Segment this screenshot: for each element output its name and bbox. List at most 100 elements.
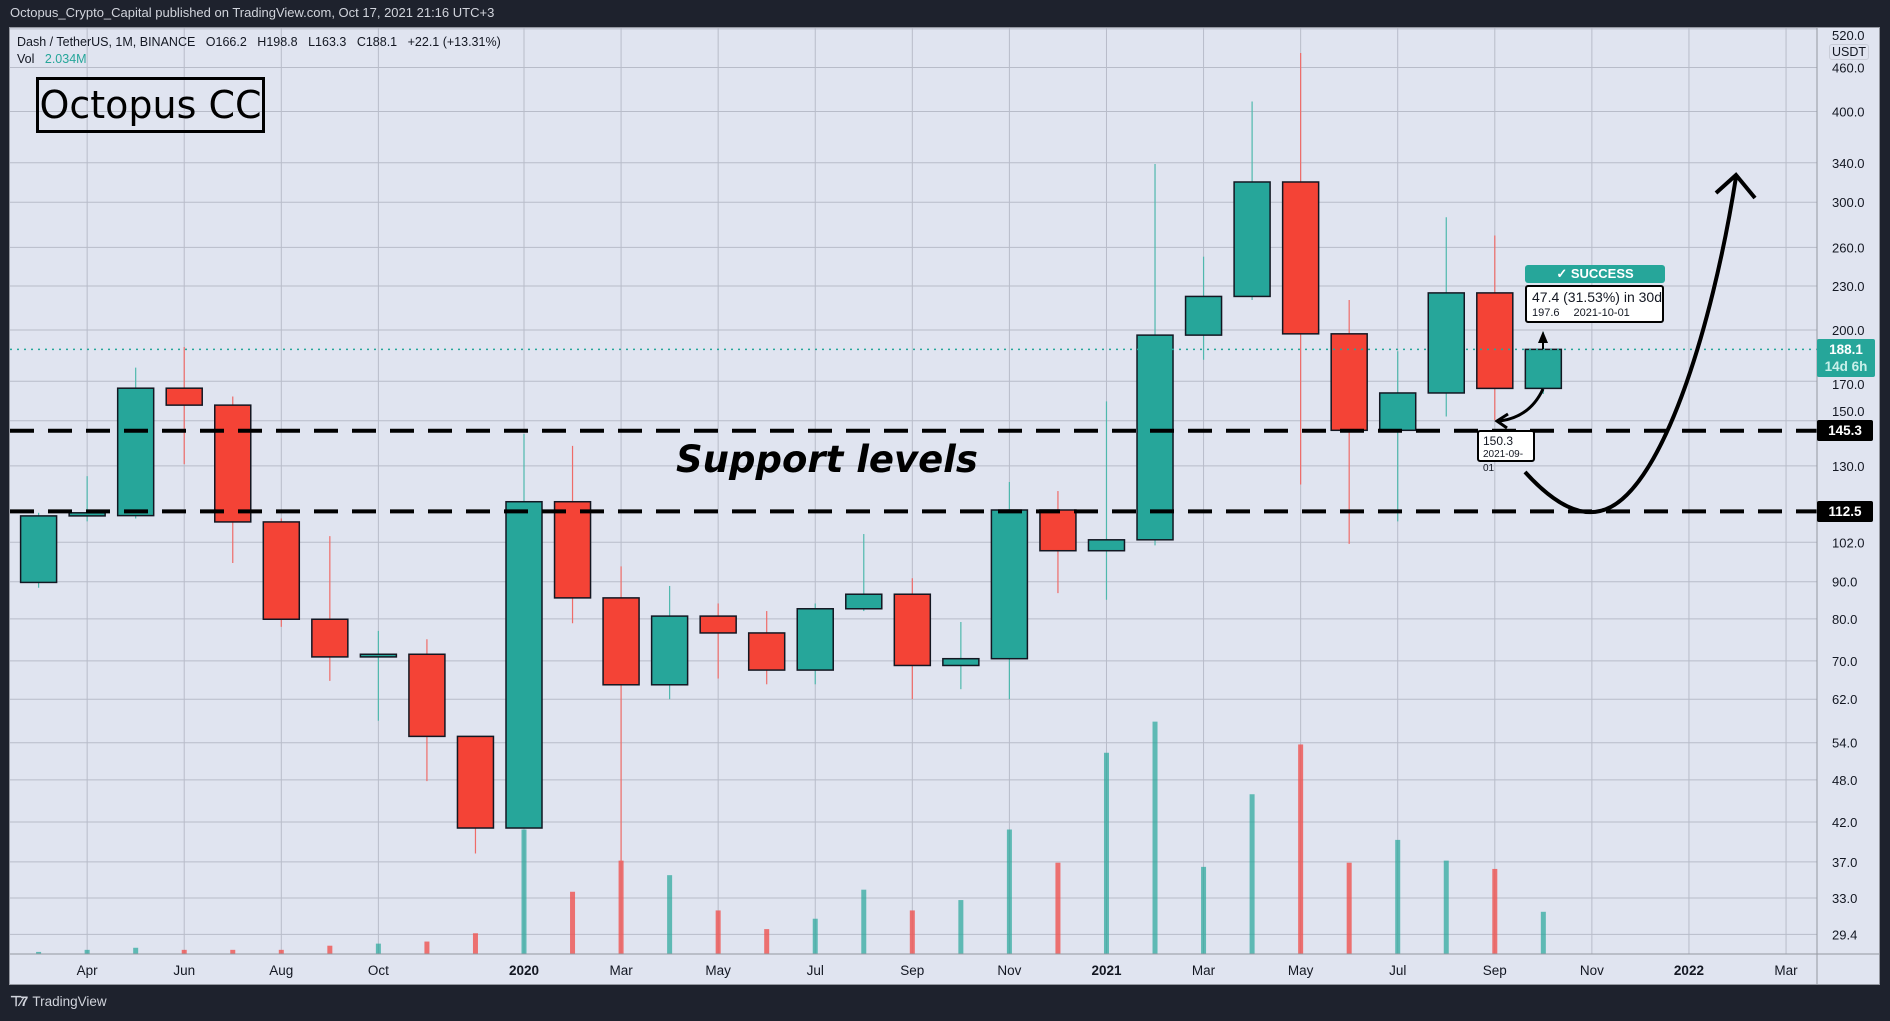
price-axis: 520.0 460.0 400.0 340.0 300.0 260.0 230.0 200.0…	[1816, 28, 1865, 985]
price-tick-label: 80.0	[1832, 612, 1857, 627]
time-tick-label: Jun	[173, 963, 195, 978]
range-change: 47.4 (31.53%) in 30d	[1532, 289, 1662, 305]
ohlc-change: +22.1 (+13.31%)	[407, 35, 501, 49]
candles	[19, 53, 1563, 862]
price-tick-label: 48.0	[1832, 773, 1857, 788]
time-tick-label: Nov	[997, 963, 1021, 978]
volume-bar	[424, 941, 430, 954]
ohlc-high: H198.8	[257, 35, 298, 49]
candle-body	[893, 593, 932, 667]
volume-bar	[958, 900, 964, 954]
candle-body	[747, 632, 786, 671]
price-tick-label: 29.4	[1832, 927, 1857, 942]
volume-bar	[181, 949, 187, 954]
volume-bar	[375, 943, 381, 954]
candle-body	[1039, 509, 1077, 552]
price-tick-label: 33.0	[1832, 891, 1857, 906]
candle-body	[311, 618, 349, 658]
support-levels-text[interactable]: Support levels	[676, 438, 978, 481]
publisher-header: Octopus_Crypto_Capital published on Trad…	[10, 5, 495, 20]
volume-bar	[861, 889, 867, 954]
tradingview-logo-icon: ⊤⁄7	[10, 993, 28, 1009]
volume-bar	[909, 910, 915, 954]
price-tick-label: 102.0	[1832, 535, 1865, 550]
volume-label: Vol	[17, 52, 35, 66]
candle-body	[408, 653, 446, 738]
volume-bar	[1298, 744, 1304, 954]
volume-bar	[764, 929, 770, 954]
time-tick-label: 2020	[509, 963, 539, 978]
time-tick-label: Mar	[1192, 963, 1216, 978]
volume-bar	[1201, 866, 1207, 954]
candle-body	[1476, 292, 1514, 390]
volume-bar	[521, 829, 527, 954]
candle-body	[1233, 181, 1271, 298]
price-tick-label: 340.0	[1832, 156, 1865, 171]
volume-bar	[618, 860, 624, 954]
time-tick-label: May	[1288, 963, 1314, 978]
candle-body	[1330, 333, 1368, 432]
time-tick-label: 2021	[1091, 963, 1122, 978]
time-tick-label: Jul	[807, 963, 824, 978]
price-range-callout[interactable]: 47.4 (31.53%) in 30d 197.6 2021-10-01	[1525, 285, 1664, 323]
projection-arrow	[1523, 176, 1738, 515]
volume-bar	[1103, 752, 1109, 954]
candle-body	[1087, 539, 1126, 552]
footer: ⊤⁄7 TradingView	[10, 993, 107, 1010]
volume-bar	[812, 918, 818, 954]
low-pointer-arrow	[1499, 388, 1545, 423]
price-tick-label: 520.0	[1832, 28, 1865, 43]
ohlc-close: C188.1	[356, 35, 398, 49]
volume-bar	[84, 949, 90, 954]
volume-bar	[570, 891, 576, 954]
volume-bar	[472, 933, 478, 954]
low-date: 2021-09-01	[1483, 449, 1524, 474]
candle-body	[359, 653, 398, 658]
support-price-label: 145.3	[1817, 420, 1873, 442]
candle-body	[1184, 295, 1223, 336]
low-price-callout[interactable]: 150.3 2021-09-01	[1477, 430, 1535, 474]
price-tick-label: 42.0	[1832, 815, 1857, 830]
candle-body	[553, 500, 592, 599]
time-tick-label: Sep	[1483, 963, 1507, 978]
price-tick-label: 130.0	[1832, 459, 1865, 474]
time-tick-label: Oct	[368, 963, 389, 978]
currency-label[interactable]: USDT	[1829, 44, 1870, 60]
volume-bar	[133, 947, 139, 954]
price-tick-label: 200.0	[1832, 323, 1865, 338]
time-tick-label: Nov	[1580, 963, 1604, 978]
price-tick-label: 70.0	[1832, 654, 1857, 669]
price-tick-label: 150.0	[1832, 404, 1865, 419]
brand-text-box[interactable]: Octopus CC	[36, 77, 265, 133]
candle-body	[165, 387, 203, 406]
volume-value: 2.034M	[44, 52, 87, 66]
arrowhead-icon	[1714, 172, 1757, 200]
candle-body	[699, 615, 737, 634]
time-tick-label: Mar	[1774, 963, 1798, 978]
price-tick-label: 460.0	[1832, 61, 1865, 76]
time-tick-label: 2022	[1674, 963, 1704, 978]
volume-bar	[1492, 868, 1498, 954]
volume-bar	[715, 910, 721, 954]
price-tick-label: 300.0	[1832, 195, 1865, 210]
candle-body	[650, 615, 689, 686]
arrowhead-icon	[1538, 331, 1548, 343]
candle-body	[796, 608, 834, 671]
volume-bar	[1152, 721, 1158, 954]
volume-bar	[278, 949, 284, 954]
candle-body	[262, 521, 301, 620]
time-tick-label: Aug	[269, 963, 293, 978]
time-tick-label: Sep	[900, 963, 924, 978]
candle-body	[990, 509, 1029, 660]
price-tick-label: 54.0	[1832, 736, 1857, 751]
symbol-name[interactable]: Dash / TetherUS, 1M, BINANCE	[17, 35, 196, 49]
time-tick-label: Mar	[609, 963, 633, 978]
arrowhead-icon	[1494, 412, 1509, 430]
range-date: 2021-10-01	[1573, 307, 1630, 319]
footer-brand[interactable]: TradingView	[32, 994, 107, 1009]
success-badge: ✓ SUCCESS	[1525, 265, 1665, 283]
current-price: 188.1	[1829, 342, 1863, 357]
candle-body	[505, 500, 543, 829]
volume-bar	[327, 945, 333, 954]
